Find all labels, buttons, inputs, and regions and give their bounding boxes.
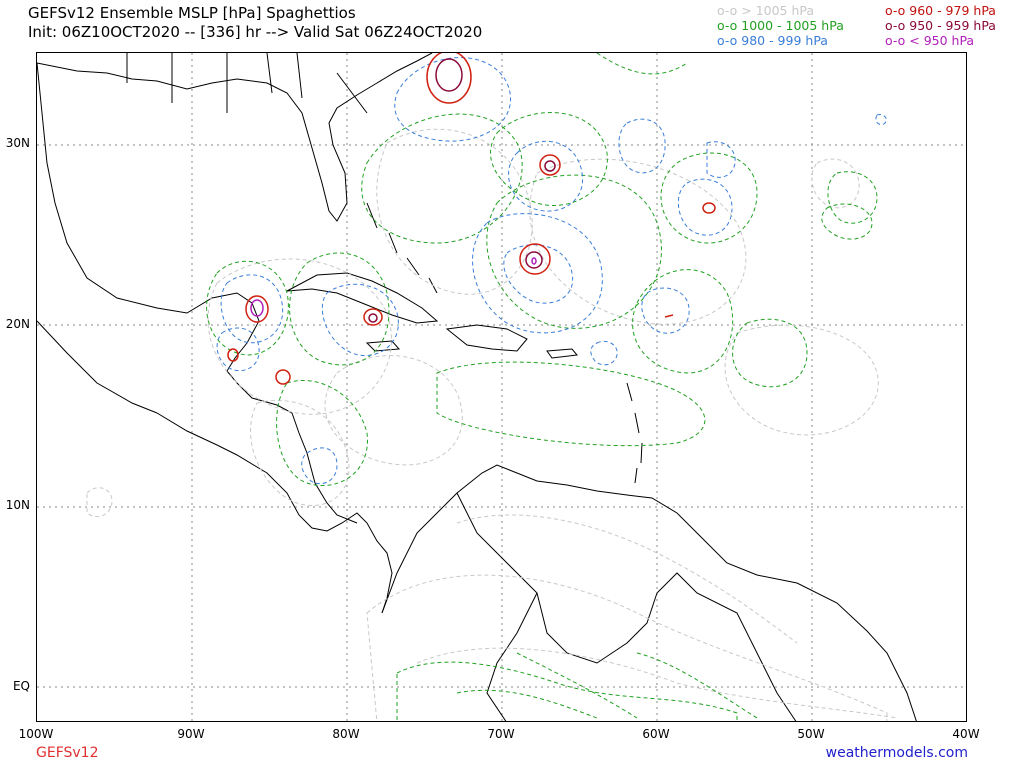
island-jamaica [365,340,401,352]
contours-950-959 [368,58,556,323]
contours-below-950 [250,257,537,317]
legend-item-above-1005: o-o > 1005 hPa [717,3,815,18]
legend-item-960-979: o-o 960 - 979 hPa [885,3,996,18]
legend-right: o-o 960 - 979 hPa o-o 950 - 959 hPa o-o … [885,3,996,48]
legend-left: o-o > 1005 hPa o-o 1000 - 1005 hPa o-o 9… [717,3,844,48]
site-link[interactable]: weathermodels.com [825,745,968,761]
lat-label-20n: 20N [5,317,30,331]
contours-above-1005 [86,128,898,721]
islands-lesser-antilles [626,382,643,484]
legend-item-980-999: o-o 980 - 999 hPa [717,33,828,48]
contours-960-979 [227,53,716,385]
borders-usa [126,53,368,114]
border-south-america [456,492,797,721]
lon-label-80w: 80W [332,727,360,741]
lon-label-70w: 70W [487,727,515,741]
island-cuba [286,272,439,324]
lat-label-30n: 30N [5,136,30,150]
title-line-1: GEFSv12 Ensemble MSLP [hPa] Spaghettios [28,4,356,22]
coast-mexico-pacific [37,320,158,414]
map-panel [36,52,967,722]
map-canvas [37,53,966,721]
lat-label-10n: 10N [5,498,30,512]
lon-label-60w: 60W [642,727,670,741]
lon-label-90w: 90W [177,727,205,741]
contours-1000-1005 [206,53,878,721]
graticule [37,53,966,721]
coastlines [37,53,917,721]
island-hispaniola [445,324,528,352]
map-title: GEFSv12 Ensemble MSLP [hPa] Spaghettios … [28,4,482,42]
legend-item-1000-1005: o-o 1000 - 1005 hPa [717,18,844,33]
model-label: GEFSv12 [36,745,99,761]
border-brazil [486,592,538,721]
lat-label-eq: EQ [12,679,30,693]
title-line-2: Init: 06Z10OCT2020 -- [336] hr --> Valid… [28,23,483,41]
islands-bahamas [366,202,438,294]
lon-label-40w: 40W [952,727,980,741]
lon-label-50w: 50W [797,727,825,741]
lon-label-100w: 100W [18,727,54,741]
coast-usa [37,53,433,222]
island-puerto-rico [546,348,578,359]
legend-item-950-959: o-o 950 - 959 hPa [885,18,996,33]
coast-colombia-venezuela [381,464,917,721]
coast-mexico [37,62,260,372]
coast-central-america [156,412,393,614]
legend-item-below-950: o-o < 950 hPa [885,33,975,48]
coast-central-america-caribbean [226,370,358,524]
